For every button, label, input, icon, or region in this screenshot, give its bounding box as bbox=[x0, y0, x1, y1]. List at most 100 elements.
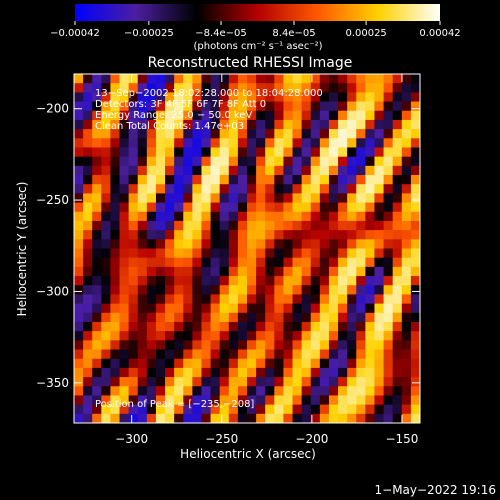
info-line-energy: Energy Range: 25.0 − 50.0 keV bbox=[95, 110, 252, 121]
heatmap-cell bbox=[392, 129, 403, 139]
heatmap-cell bbox=[365, 92, 376, 103]
heatmap-cell bbox=[301, 92, 312, 103]
heatmap-cell bbox=[301, 101, 312, 112]
heatmap-cell bbox=[137, 138, 148, 149]
heatmap-cell bbox=[146, 303, 157, 314]
heatmap-cell bbox=[410, 119, 420, 130]
heatmap-cell bbox=[347, 184, 357, 194]
heatmap-cell bbox=[301, 74, 312, 84]
heatmap-cell bbox=[146, 202, 157, 213]
heatmap-cell bbox=[310, 312, 321, 323]
heatmap-cell bbox=[356, 321, 366, 332]
heatmap-cell bbox=[274, 184, 285, 194]
heatmap-cell bbox=[92, 321, 102, 332]
heatmap-cell bbox=[374, 101, 385, 112]
heatmap-cell bbox=[265, 147, 275, 158]
heatmap-cell bbox=[374, 230, 385, 240]
heatmap-cell bbox=[265, 156, 275, 167]
heatmap-cell bbox=[310, 147, 321, 158]
heatmap-cell bbox=[228, 248, 239, 259]
heatmap-cell bbox=[292, 147, 303, 158]
heatmap-cell bbox=[283, 386, 294, 397]
heatmap-cell bbox=[128, 83, 139, 93]
heatmap-cell bbox=[183, 156, 193, 167]
heatmap-cell bbox=[265, 138, 275, 149]
heatmap-cell bbox=[374, 285, 385, 296]
heatmap-cell bbox=[237, 321, 248, 332]
heatmap-cell bbox=[83, 220, 93, 231]
heatmap-cell bbox=[228, 377, 239, 387]
heatmap-cell bbox=[74, 257, 84, 268]
info-line-counts: Clean Total Counts: 1.47e+03 bbox=[95, 121, 244, 132]
heatmap-cell bbox=[274, 119, 285, 130]
heatmap-cell bbox=[274, 74, 285, 84]
heatmap-cell bbox=[119, 239, 130, 250]
heatmap-cell bbox=[310, 386, 321, 397]
heatmap-cell bbox=[256, 101, 266, 112]
heatmap-cell bbox=[383, 321, 394, 332]
heatmap-cell bbox=[228, 110, 239, 121]
heatmap-cell bbox=[183, 303, 193, 314]
heatmap-cell bbox=[237, 377, 248, 387]
heatmap-cell bbox=[183, 367, 193, 378]
heatmap-cell bbox=[365, 175, 376, 185]
heatmap-cell bbox=[192, 119, 203, 130]
heatmap-cell bbox=[338, 358, 348, 369]
heatmap-cell bbox=[146, 321, 157, 332]
heatmap-cell bbox=[165, 303, 175, 314]
heatmap-cell bbox=[283, 294, 294, 305]
heatmap-cell bbox=[347, 331, 357, 341]
heatmap-cell bbox=[347, 404, 357, 415]
heatmap-cell bbox=[365, 119, 376, 130]
heatmap-cell bbox=[383, 358, 394, 369]
heatmap-cell bbox=[247, 349, 257, 360]
heatmap-cell bbox=[146, 331, 157, 341]
heatmap-cell bbox=[110, 248, 121, 259]
heatmap-cell bbox=[83, 239, 93, 250]
heatmap-cell bbox=[146, 413, 157, 423]
heatmap-cell bbox=[283, 101, 294, 112]
heatmap-cell bbox=[356, 312, 366, 323]
heatmap-cell bbox=[292, 276, 303, 286]
heatmap-cell bbox=[319, 129, 330, 139]
heatmap-cell bbox=[174, 202, 184, 213]
heatmap-cell bbox=[228, 147, 239, 158]
heatmap-cell bbox=[192, 230, 203, 240]
heatmap-cell bbox=[365, 312, 376, 323]
heatmap-cell bbox=[210, 321, 221, 332]
heatmap-cell bbox=[183, 331, 193, 341]
heatmap-cell bbox=[374, 248, 385, 259]
heatmap-cell bbox=[283, 83, 294, 93]
heatmap-cell bbox=[356, 92, 366, 103]
heatmap-cell bbox=[174, 367, 184, 378]
x-axis-label: Heliocentric X (arcsec) bbox=[180, 447, 316, 461]
heatmap-cell bbox=[310, 83, 321, 93]
heatmap-cell bbox=[401, 147, 412, 158]
heatmap-cell bbox=[174, 147, 184, 158]
heatmap-cell bbox=[119, 386, 130, 397]
heatmap-cell bbox=[365, 211, 376, 222]
heatmap-cell bbox=[338, 230, 348, 240]
heatmap-cell bbox=[247, 101, 257, 112]
heatmap-cell bbox=[256, 175, 266, 185]
heatmap-cell bbox=[292, 165, 303, 176]
heatmap-cell bbox=[119, 165, 130, 176]
heatmap-cell bbox=[292, 404, 303, 415]
info-line-detectors: Detectors: 3F 4F 5F 6F 7F 8F Att 0 bbox=[95, 99, 266, 110]
heatmap-cell bbox=[155, 358, 166, 369]
heatmap-cell bbox=[319, 239, 330, 250]
heatmap-cell bbox=[146, 294, 157, 305]
heatmap-cell bbox=[155, 110, 166, 121]
heatmap-cell bbox=[247, 303, 257, 314]
heatmap-cell bbox=[83, 349, 93, 360]
heatmap-cell bbox=[374, 312, 385, 323]
heatmap-cell bbox=[274, 175, 285, 185]
heatmap-cell bbox=[219, 129, 230, 139]
heatmap-cell bbox=[228, 165, 239, 176]
heatmap-cell bbox=[256, 303, 266, 314]
heatmap-cell bbox=[119, 101, 130, 112]
heatmap-cell bbox=[165, 413, 175, 423]
heatmap-cell bbox=[319, 74, 330, 84]
heatmap-cell bbox=[165, 239, 175, 250]
heatmap-cell bbox=[237, 276, 248, 286]
